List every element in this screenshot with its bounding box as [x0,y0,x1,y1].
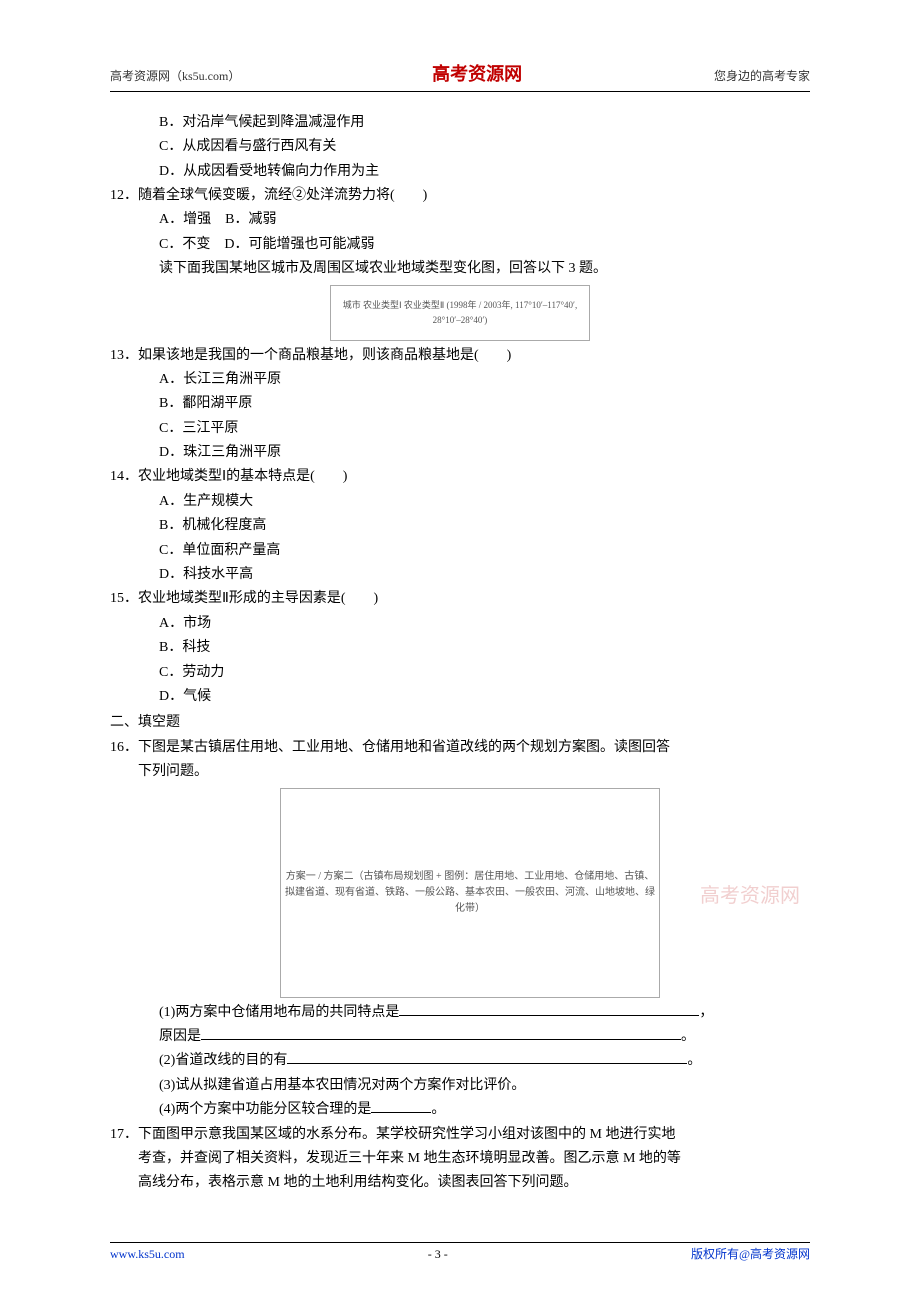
q13-stem: 13．如果该地是我国的一个商品粮基地，则该商品粮基地是( ) [110,345,810,367]
q16-p2-a: (2)省道改线的目的有 [159,1053,287,1068]
q16-p1-c: 原因是 [159,1029,201,1044]
q13-option-d: D．珠江三角洲平原 [110,442,810,464]
header-left: 高考资源网（ks5u.com） [110,67,240,86]
q16-p3: (3)试从拟建省道占用基本农田情况对两个方案作对比评价。 [110,1075,810,1097]
q16-p1: (1)两方案中仓储用地布局的共同特点是 ， [110,1002,810,1024]
blank-field [287,1050,687,1064]
figure-agri-region-map: 城市 农业类型Ⅰ 农业类型Ⅱ (1998年 / 2003年, 117°10′–1… [330,285,590,341]
blank-field [371,1099,431,1113]
q15-option-a: A．市场 [110,613,810,635]
blank-field [201,1026,681,1040]
q16-p4-b: 。 [431,1102,445,1117]
q15-option-b: B．科技 [110,637,810,659]
q17-stem-1: 17．下面图甲示意我国某区域的水系分布。某学校研究性学习小组对该图中的 M 地进… [110,1124,810,1146]
q12-option-cd: C．不变 D．可能增强也可能减弱 [110,234,810,256]
q14-stem: 14．农业地域类型Ⅰ的基本特点是( ) [110,466,810,488]
q13-option-b: B．鄱阳湖平原 [110,393,810,415]
q14-option-d: D．科技水平高 [110,564,810,586]
q12-stem: 12．随着全球气候变暖，流经②处洋流势力将( ) [110,185,810,207]
q14-option-b: B．机械化程度高 [110,515,810,537]
q13-option-c: C．三江平原 [110,418,810,440]
q16-p4-a: (4)两个方案中功能分区较合理的是 [159,1102,371,1117]
page-footer: www.ks5u.com - 3 - 版权所有@高考资源网 [110,1242,810,1264]
q12-prompt: 读下面我国某地区城市及周围区域农业地域类型变化图，回答以下 3 题。 [110,258,810,280]
page-container: 高考资源网（ks5u.com） 高考资源网 您身边的高考专家 B．对沿岸气候起到… [0,0,920,1237]
q16-stem-2: 下列问题。 [110,761,810,783]
q14-option-a: A．生产规模大 [110,491,810,513]
q17-stem-3: 高线分布，表格示意 M 地的土地利用结构变化。读图表回答下列问题。 [110,1172,810,1194]
q15-option-c: C．劳动力 [110,662,810,684]
q16-stem-1: 16．下图是某古镇居住用地、工业用地、仓储用地和省道改线的两个规划方案图。读图回… [110,737,810,759]
header-center: 高考资源网 [432,60,522,89]
q17-stem-2: 考查，并查阅了相关资料，发现近三十年来 M 地生态环境明显改善。图乙示意 M 地… [110,1148,810,1170]
q16-p2-b: 。 [687,1053,701,1068]
content-body: B．对沿岸气候起到降温减湿作用 C．从成因看与盛行西风有关 D．从成因看受地转偏… [110,112,810,1195]
watermark: 高考资源网 [700,880,800,912]
q14-option-c: C．单位面积产量高 [110,540,810,562]
q15-option-d: D．气候 [110,686,810,708]
section2-title: 二、填空题 [110,712,810,734]
header-right: 您身边的高考专家 [714,67,810,86]
q16-p2: (2)省道改线的目的有 。 [110,1050,810,1072]
figure1-caption: 城市 农业类型Ⅰ 农业类型Ⅱ (1998年 / 2003年, 117°10′–1… [331,298,589,327]
q11-option-c: C．从成因看与盛行西风有关 [110,136,810,158]
q16-p1-d: 。 [681,1029,695,1044]
figure2-caption: 方案一 / 方案二（古镇布局规划图 + 图例：居住用地、工业用地、仓储用地、古镇… [281,869,659,917]
q12-option-ab: A．增强 B．减弱 [110,209,810,231]
q16-p1-reason: 原因是 。 [110,1026,810,1048]
q15-stem: 15．农业地域类型Ⅱ形成的主导因素是( ) [110,588,810,610]
footer-right: 版权所有@高考资源网 [691,1245,810,1264]
figure-town-plan-map: 方案一 / 方案二（古镇布局规划图 + 图例：居住用地、工业用地、仓储用地、古镇… [280,788,660,998]
q13-option-a: A．长江三角洲平原 [110,369,810,391]
q16-p1-b: ， [699,1005,713,1020]
page-header: 高考资源网（ks5u.com） 高考资源网 您身边的高考专家 [110,60,810,92]
q11-option-d: D．从成因看受地转偏向力作用为主 [110,161,810,183]
q11-option-b: B．对沿岸气候起到降温减湿作用 [110,112,810,134]
footer-center: - 3 - [428,1245,448,1264]
q16-p4: (4)两个方案中功能分区较合理的是 。 [110,1099,810,1121]
footer-left: www.ks5u.com [110,1245,185,1264]
blank-field [399,1002,699,1016]
q16-p1-a: (1)两方案中仓储用地布局的共同特点是 [159,1005,399,1020]
